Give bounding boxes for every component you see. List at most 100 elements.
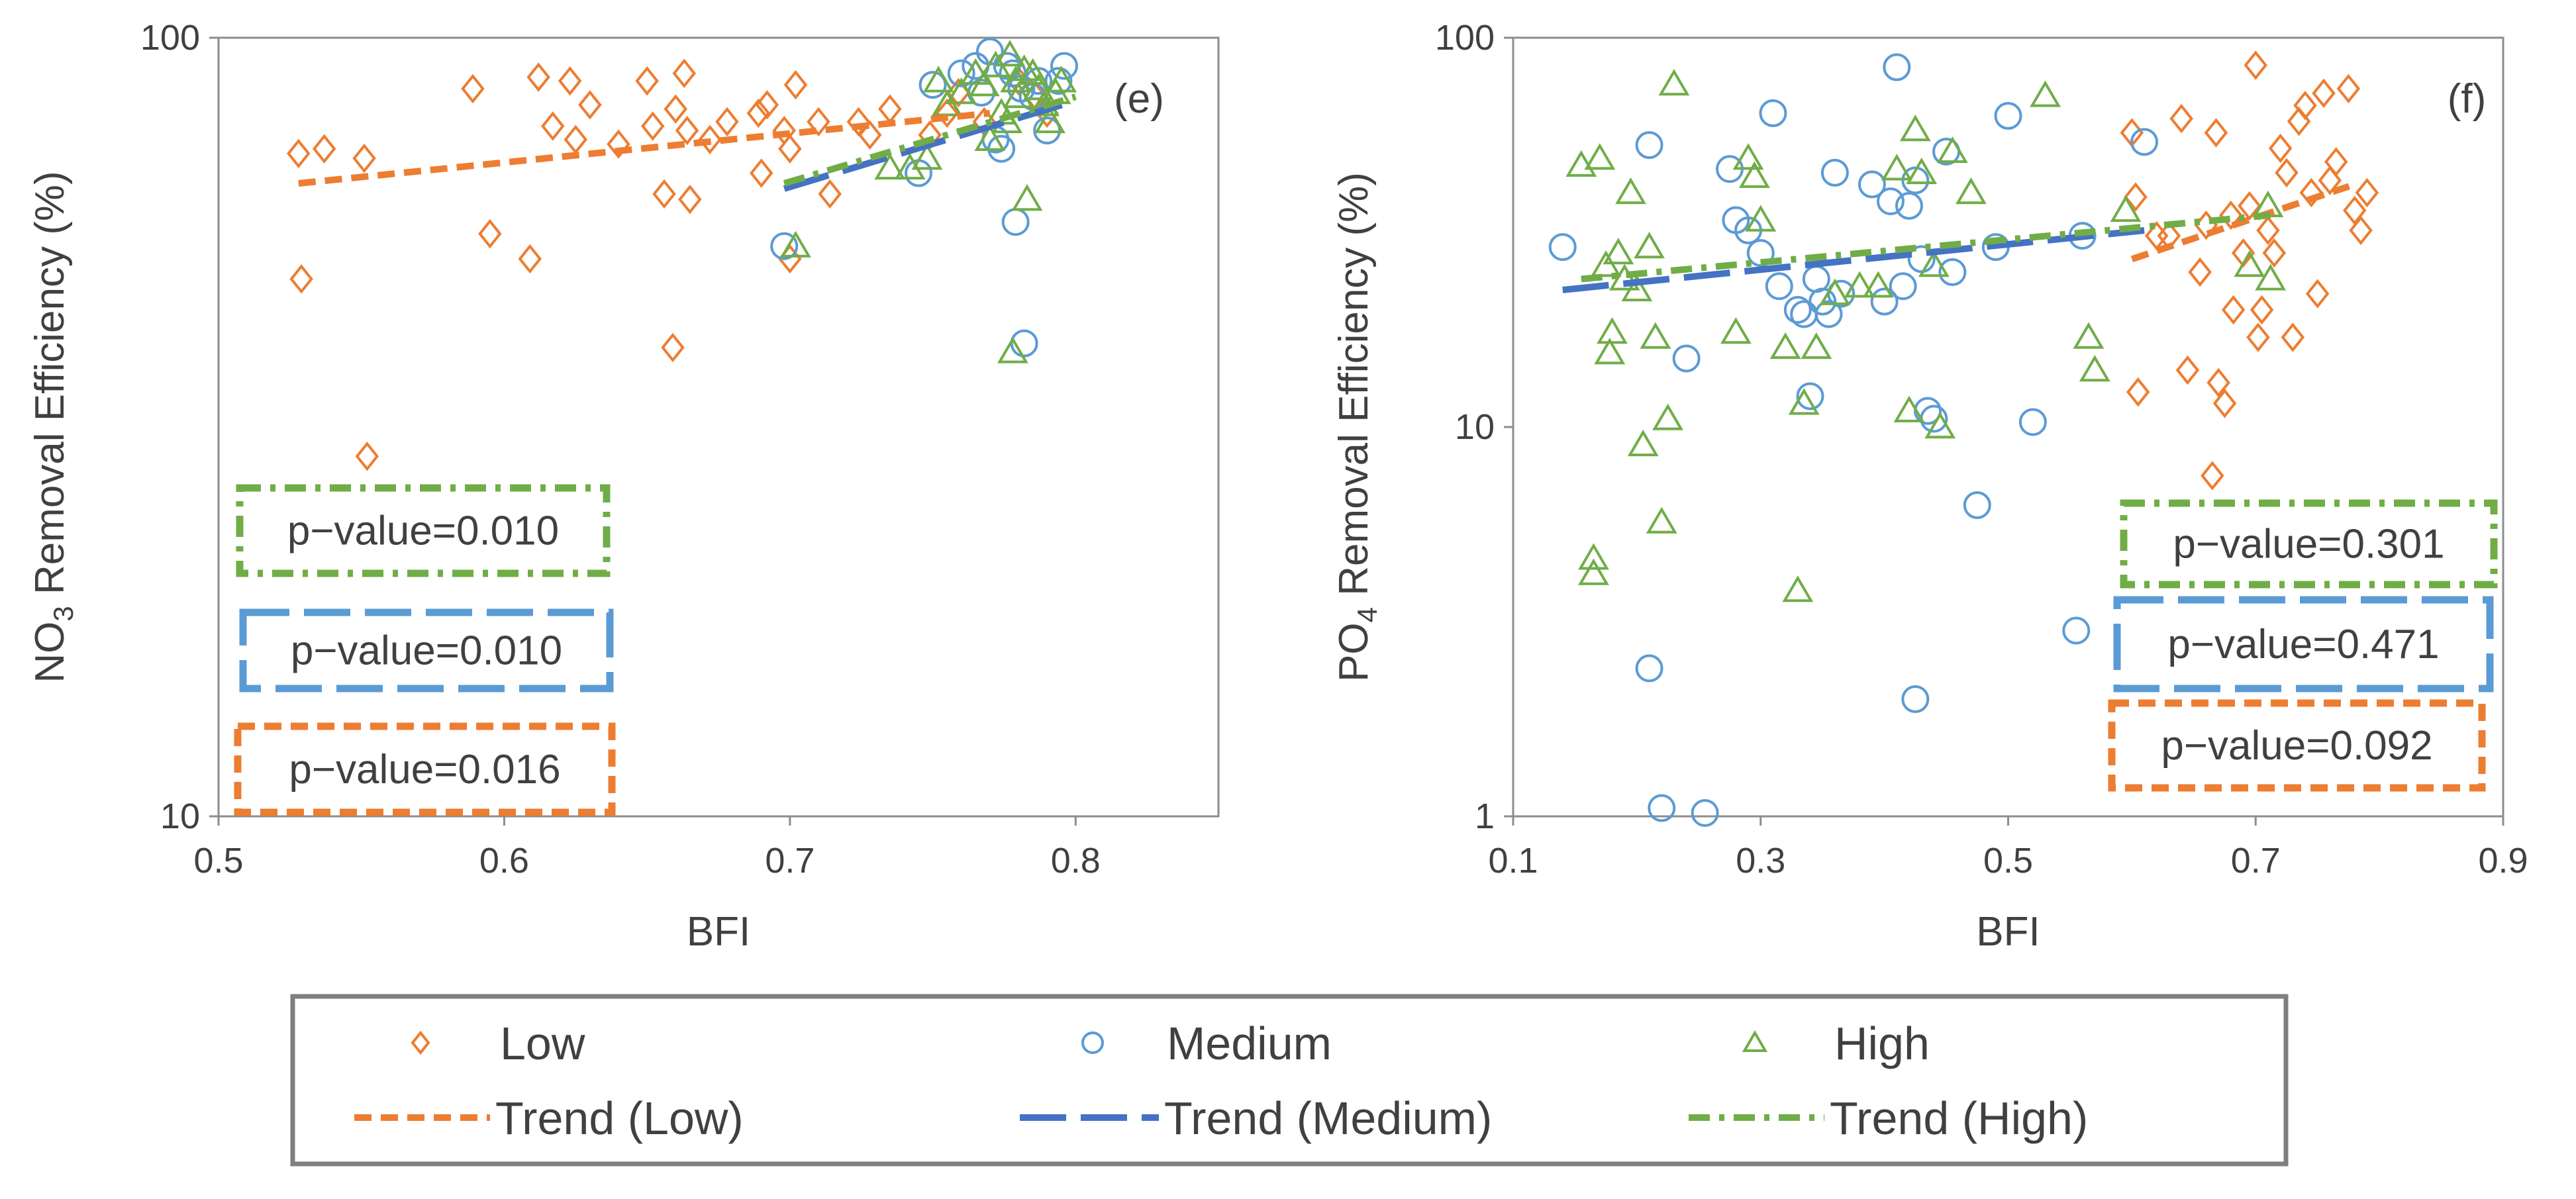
data-point-low: [715, 107, 739, 137]
x-tick-label: 0.7: [2231, 841, 2281, 881]
data-point-medium: [1814, 300, 1843, 328]
y-tick-label: 100: [1435, 18, 1495, 58]
data-point-medium: [1963, 491, 1991, 519]
data-point-low: [2126, 377, 2150, 407]
legend-marker-circle: [1081, 1031, 1104, 1054]
data-point-low: [478, 218, 502, 249]
data-point-medium: [1895, 191, 1923, 220]
data-point-high: [1732, 143, 1764, 170]
data-point-high: [1046, 66, 1077, 93]
x-tick-label: 0.1: [1488, 841, 1538, 881]
data-point-high: [1034, 106, 1065, 134]
data-point-high: [997, 336, 1028, 363]
p-value-box-high: [2120, 499, 2498, 589]
panel-e: 0.5 0.6 0.7 0.8 10 100 BFI NO3 Removal Efficien…: [27, 18, 1220, 955]
legend-label: Trend (Low): [495, 1092, 744, 1144]
data-point-medium: [1994, 101, 2022, 130]
data-point-low: [578, 90, 602, 120]
data-point-low: [783, 70, 808, 100]
x-axis-title: BFI: [1976, 909, 2040, 955]
data-point-high: [1881, 154, 1912, 181]
data-point-medium: [1759, 99, 1787, 127]
data-point-medium: [1790, 300, 1818, 328]
data-point-low: [2221, 295, 2246, 325]
data-point-medium: [1938, 258, 1967, 287]
data-point-medium: [1746, 239, 1775, 267]
data-point-low: [564, 124, 588, 154]
data-point-high: [874, 153, 906, 180]
data-point-high: [1603, 238, 1634, 265]
data-point-high: [1609, 264, 1640, 291]
data-point-high: [2234, 250, 2265, 277]
data-point-medium: [1635, 131, 1663, 160]
p-value-box-high: [236, 484, 611, 577]
trend-line-trendhigh: [1581, 212, 2271, 283]
data-point-low: [635, 66, 659, 96]
data-point-low: [2305, 279, 2330, 309]
data-point-medium: [2062, 616, 2091, 645]
data-point-high: [1640, 322, 1671, 349]
data-point-low: [526, 62, 550, 92]
data-point-low: [778, 134, 802, 164]
data-point-medium: [1901, 685, 1930, 713]
data-point-low: [352, 143, 376, 173]
data-point-medium: [1765, 272, 1793, 301]
data-point-medium: [1548, 233, 1577, 262]
data-point-low: [558, 66, 582, 96]
data-point-low: [2293, 91, 2317, 120]
data-point-high: [2030, 80, 2061, 107]
x-tick-label: 0.5: [1983, 841, 2033, 881]
data-point-medium: [1001, 208, 1030, 236]
data-point-low: [2256, 215, 2280, 246]
data-point-low: [807, 107, 830, 137]
data-point-high: [1956, 177, 1987, 205]
data-point-high: [1788, 388, 1820, 415]
panel-f: 0.1 0.3 0.5 0.7 0.9 1 10 100 BFI PO4 Removal Effi…: [1331, 18, 2528, 955]
data-point-high: [1646, 506, 1677, 534]
data-point-medium: [1783, 295, 1812, 324]
data-point-high: [1782, 575, 1814, 602]
data-point-high: [1893, 395, 1925, 422]
data-point-medium: [1802, 265, 1830, 293]
data-point-low: [2175, 355, 2200, 385]
data-point-high: [1584, 143, 1616, 170]
trend-line-trendlow: [2130, 181, 2356, 263]
data-point-low: [2312, 78, 2336, 109]
data-point-high: [1578, 558, 1609, 585]
data-point-high: [994, 40, 1026, 67]
trend-line-trendhigh: [783, 93, 1077, 187]
data-point-high: [1022, 73, 1054, 101]
data-point-medium: [1858, 170, 1886, 199]
data-point-high: [1578, 543, 1609, 570]
p-value-label-low: p−value=0.016: [289, 747, 560, 792]
data-point-high: [1819, 278, 1851, 305]
data-point-high: [2073, 322, 2105, 349]
data-point-low: [607, 129, 630, 159]
y-tick-label: 100: [140, 18, 200, 58]
data-point-low: [2336, 73, 2361, 104]
p-value-box-low: [2108, 699, 2486, 792]
data-point-low: [2262, 238, 2287, 268]
data-point-low: [518, 244, 542, 274]
legend-label: Low: [500, 1018, 585, 1069]
data-point-high: [2079, 355, 2110, 382]
legend-frame: [290, 994, 2289, 1167]
data-point-low: [698, 124, 722, 154]
data-point-high: [1918, 250, 1950, 277]
data-point-low: [2188, 257, 2212, 287]
data-point-high: [780, 230, 811, 258]
data-point-low: [2206, 367, 2230, 398]
data-point-high: [1862, 271, 1894, 298]
x-tick-label: 0.8: [1051, 841, 1101, 881]
data-point-low: [641, 111, 665, 141]
x-tick-label: 0.9: [2478, 841, 2528, 881]
y-axis-title-rest: Removal Efficiency (%): [1331, 172, 1377, 607]
data-point-high: [1658, 69, 1690, 96]
data-point-low: [461, 73, 485, 104]
x-tick-label: 0.6: [479, 841, 529, 881]
legend-label: Medium: [1167, 1018, 1332, 1069]
data-point-high: [974, 124, 1006, 151]
legend-label: Trend (Medium): [1164, 1092, 1492, 1144]
data-point-low: [2246, 322, 2270, 352]
